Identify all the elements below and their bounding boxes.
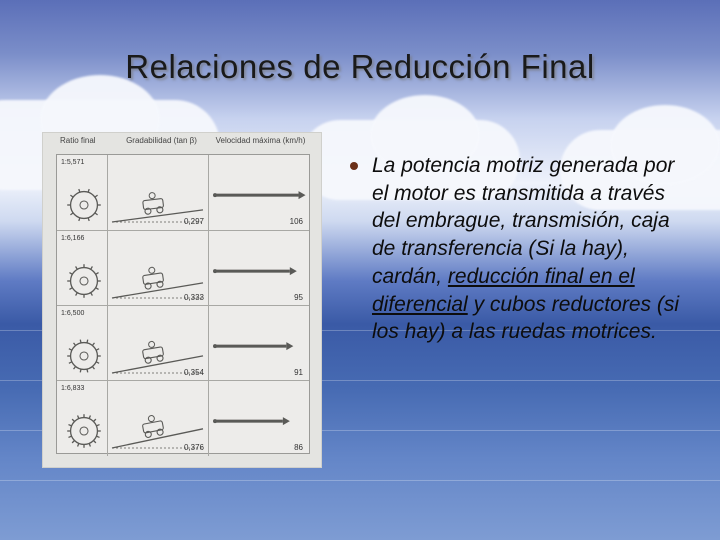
ratio-label: 1:6,166: [61, 235, 84, 242]
figure-row: 1:5,571 0,297 106: [57, 155, 309, 230]
figure-cell-ratio: 1:5,571: [57, 155, 107, 230]
figure-header-ratio: Ratio final: [56, 136, 112, 145]
figure-row: 1:6,500 0,354 91: [57, 305, 309, 381]
bullet-lead: La potencia motriz: [372, 154, 544, 177]
vel-label: 86: [294, 443, 303, 452]
figure-header-vel: Velocidad máxima (km/h): [211, 136, 310, 145]
figure-cell-vel: 106: [208, 155, 309, 230]
ratio-label: 1:5,571: [61, 159, 84, 166]
figure-grid: 1:5,571 0,297 106 1:6,166: [56, 154, 310, 454]
figure-cell-vel: 86: [208, 381, 309, 456]
grad-label: 0,333: [184, 293, 204, 302]
figure-panel: Ratio final Gradabilidad (tan β) Velocid…: [42, 132, 322, 468]
bullet-dot-icon: [350, 162, 358, 170]
figure-row: 1:6,833 0,376 86: [57, 380, 309, 456]
bullet-text: La potencia motriz generada por el motor…: [372, 152, 688, 346]
vel-label: 91: [294, 368, 303, 377]
grad-label: 0,297: [184, 217, 204, 226]
figure-cell-grad: 0,333: [107, 231, 208, 306]
gear-icon: [63, 184, 105, 226]
ratio-label: 1:6,833: [61, 385, 84, 392]
figure-cell-grad: 0,354: [107, 306, 208, 381]
figure-cell-ratio: 1:6,833: [57, 381, 107, 456]
figure-headers: Ratio final Gradabilidad (tan β) Velocid…: [56, 136, 310, 145]
grad-label: 0,376: [184, 443, 204, 452]
figure-row: 1:6,166 0,333 95: [57, 230, 309, 306]
vel-label: 106: [290, 217, 303, 226]
grad-label: 0,354: [184, 368, 204, 377]
figure-cell-ratio: 1:6,166: [57, 231, 107, 306]
gear-icon: [63, 335, 105, 377]
figure-cell-vel: 91: [208, 306, 309, 381]
figure-cell-grad: 0,297: [107, 155, 208, 230]
slide-title: Relaciones de Reducción Final: [0, 48, 720, 86]
ratio-label: 1:6,500: [61, 310, 84, 317]
slide: Relaciones de Reducción Final Ratio fina…: [0, 0, 720, 540]
water-line: [0, 480, 720, 481]
figure-header-grad: Gradabilidad (tan β): [112, 136, 211, 145]
figure-cell-grad: 0,376: [107, 381, 208, 456]
figure-cell-ratio: 1:6,500: [57, 306, 107, 381]
figure-cell-vel: 95: [208, 231, 309, 306]
vel-label: 95: [294, 293, 303, 302]
gear-icon: [63, 260, 105, 302]
bullet-body: generada por el motor es transmitida a t…: [372, 154, 679, 343]
gear-icon: [63, 410, 105, 452]
